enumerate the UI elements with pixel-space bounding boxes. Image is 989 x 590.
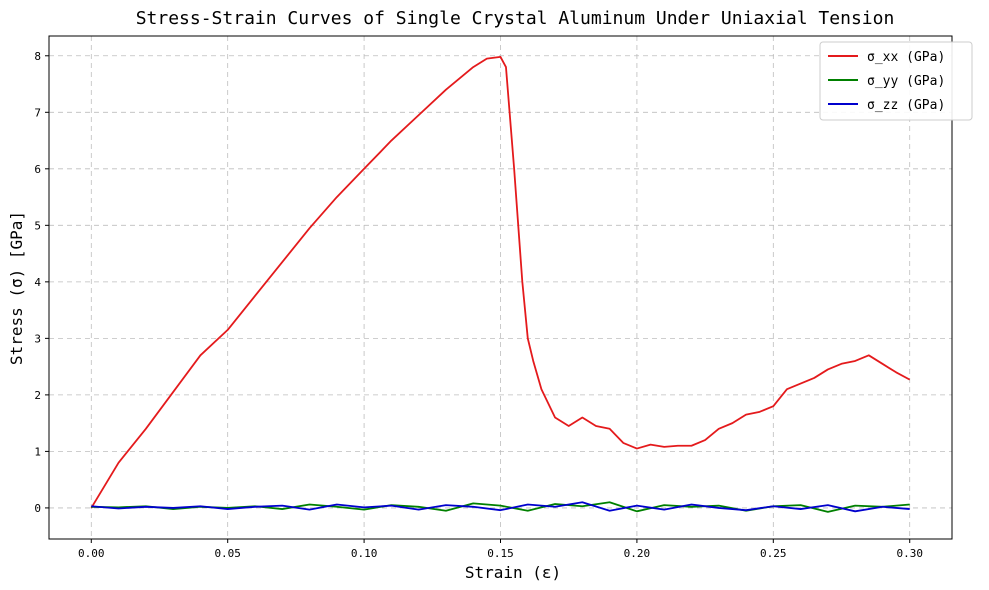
series-line-2 xyxy=(91,501,910,513)
x-tick-label: 0.05 xyxy=(214,547,241,560)
legend-frame xyxy=(819,41,973,121)
x-tick-label: 0.10 xyxy=(351,547,378,560)
y-tick-label: 6 xyxy=(34,163,41,176)
y-tick-label: 7 xyxy=(34,106,41,119)
y-tick-label: 5 xyxy=(34,219,41,232)
series-layer xyxy=(90,56,911,513)
series-line-0 xyxy=(90,56,911,509)
y-tick-label: 8 xyxy=(34,50,41,63)
x-tick-label: 0.20 xyxy=(624,547,651,560)
x-tick-label: 0.00 xyxy=(78,547,105,560)
y-tick-label: 1 xyxy=(34,445,41,458)
x-axis-title: Strain (ε) xyxy=(465,563,561,582)
y-axis-title: Stress (σ) [GPa] xyxy=(7,211,26,365)
legend-label-2: σ_zz (GPa) xyxy=(867,98,945,113)
legend-label-1: σ_yy (GPa) xyxy=(867,74,945,89)
x-tick-label: 0.15 xyxy=(487,547,514,560)
chart-title: Stress-Strain Curves of Single Crystal A… xyxy=(136,8,895,29)
y-tick-label: 2 xyxy=(34,389,41,402)
tick-layer: 0.00 0.05 0.10 0.15 0.20 0.25 0.30 0 1 2 3 4 5 6 7 8 xyxy=(34,50,923,560)
legend-label-0: σ_xx (GPa) xyxy=(867,50,945,65)
y-tick-label: 0 xyxy=(34,502,41,515)
legend: σ_xx (GPa) σ_yy (GPa) σ_zz (GPa) xyxy=(819,41,973,121)
x-tick-label: 0.30 xyxy=(896,547,923,560)
x-tick-label: 0.25 xyxy=(760,547,787,560)
y-tick-label: 4 xyxy=(34,276,41,289)
y-tick-label: 3 xyxy=(34,332,41,345)
